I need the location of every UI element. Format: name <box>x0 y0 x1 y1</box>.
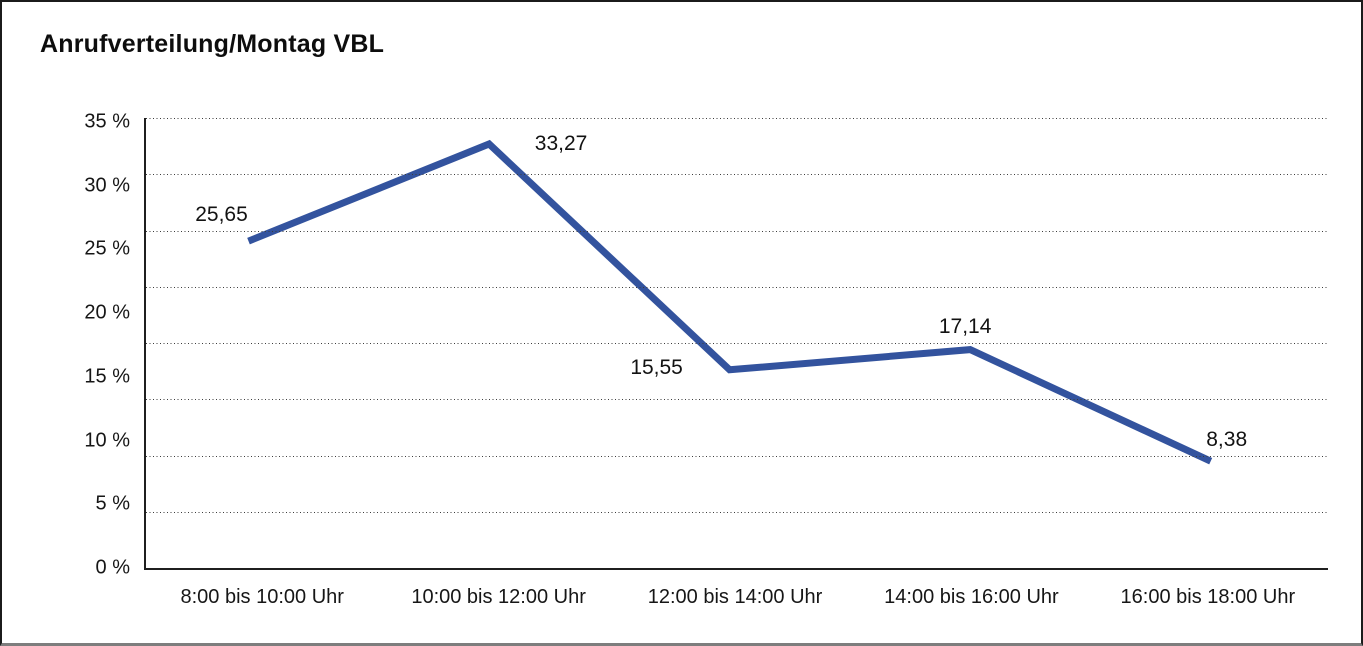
y-axis: 35 % 30 % 25 % 20 % 15 % 10 % 5 % 0 % <box>2 111 130 579</box>
y-axis-tick-label: 30 % <box>84 174 130 197</box>
gridline <box>146 118 1328 119</box>
y-axis-tick-label: 10 % <box>84 429 130 452</box>
data-point-label: 15,55 <box>630 355 683 379</box>
x-axis-tick-label: 8:00 bis 10:00 Uhr <box>180 585 344 608</box>
y-axis-tick-label: 5 % <box>95 492 130 515</box>
x-axis-tick-label: 16:00 bis 18:00 Uhr <box>1120 585 1296 608</box>
x-axis-tick-label: 14:00 bis 16:00 Uhr <box>884 585 1059 608</box>
y-axis-tick-label: 0 % <box>95 556 130 579</box>
data-point-label: 8,38 <box>1206 428 1248 452</box>
gridline <box>146 399 1328 401</box>
y-axis-tick-label: 25 % <box>84 237 130 260</box>
gridline <box>146 230 1328 232</box>
gridline <box>146 511 1328 513</box>
y-axis-tick-label: 15 % <box>84 365 130 388</box>
gridline <box>146 455 1328 457</box>
data-point-label: 25,65 <box>195 203 248 227</box>
gridline <box>146 174 1328 176</box>
line-series <box>247 139 1213 465</box>
x-axis-tick-label: 12:00 bis 14:00 Uhr <box>647 585 823 608</box>
x-axis: 8:00 bis 10:00 Uhr 10:00 bis 12:00 Uhr 12:… <box>144 581 1326 613</box>
y-axis-tick-label: 35 % <box>84 110 130 133</box>
data-point-label: 17,14 <box>938 314 992 338</box>
plot-area: 25,65 33,27 15,55 17,14 8,38 <box>144 118 1328 570</box>
y-axis-tick-label: 20 % <box>84 301 130 324</box>
data-point-label: 33,27 <box>534 132 588 156</box>
x-axis-tick-label: 10:00 bis 12:00 Uhr <box>411 585 586 608</box>
gridline <box>146 286 1328 288</box>
gridline <box>146 343 1328 344</box>
chart-title: Anrufverteilung/Montag VBL <box>40 30 385 58</box>
